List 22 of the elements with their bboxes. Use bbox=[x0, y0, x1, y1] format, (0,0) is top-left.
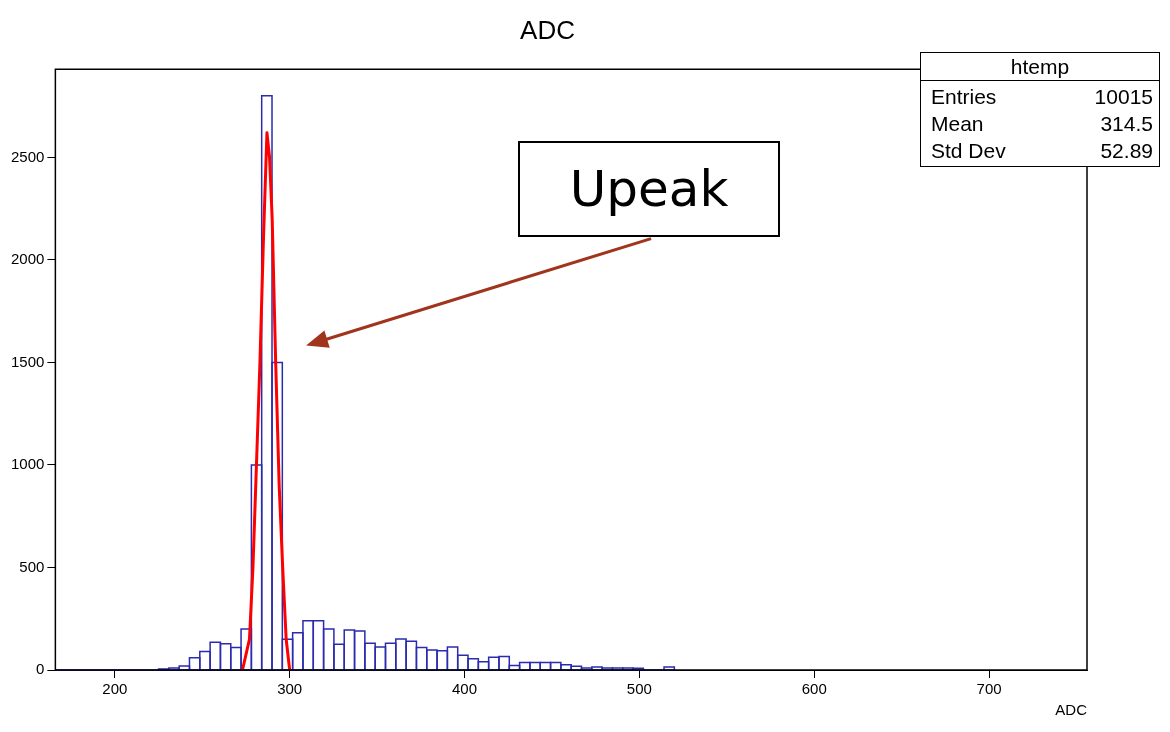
annotation: Mean bbox=[931, 111, 984, 137]
x-tick-label: 300 bbox=[277, 680, 303, 698]
x-tick-label: 700 bbox=[976, 680, 1002, 698]
chart-title: ADC bbox=[520, 14, 575, 45]
y-tick-label: 2500 bbox=[10, 147, 45, 165]
x-tick-label: 500 bbox=[626, 680, 652, 698]
annotation: htemp bbox=[921, 53, 1159, 81]
annotation: Upeak bbox=[518, 140, 781, 237]
y-tick-label: 0 bbox=[36, 660, 45, 678]
x-tick-label: 400 bbox=[452, 680, 478, 698]
text: 52.89 bbox=[1100, 138, 1153, 164]
text: 314.5 bbox=[1100, 111, 1153, 137]
annotation: Entries bbox=[931, 84, 997, 110]
y-tick-label: 1000 bbox=[10, 455, 45, 473]
annotation: Std Dev bbox=[931, 138, 1006, 164]
y-tick-label: 2000 bbox=[10, 250, 45, 268]
y-tick-label: 1500 bbox=[10, 352, 45, 370]
x-axis-title: ADC bbox=[1055, 701, 1088, 719]
text: 10015 bbox=[1094, 84, 1153, 110]
y-tick-label: 500 bbox=[19, 557, 45, 575]
x-tick-label: 200 bbox=[102, 680, 128, 698]
x-tick-label: 600 bbox=[801, 680, 827, 698]
